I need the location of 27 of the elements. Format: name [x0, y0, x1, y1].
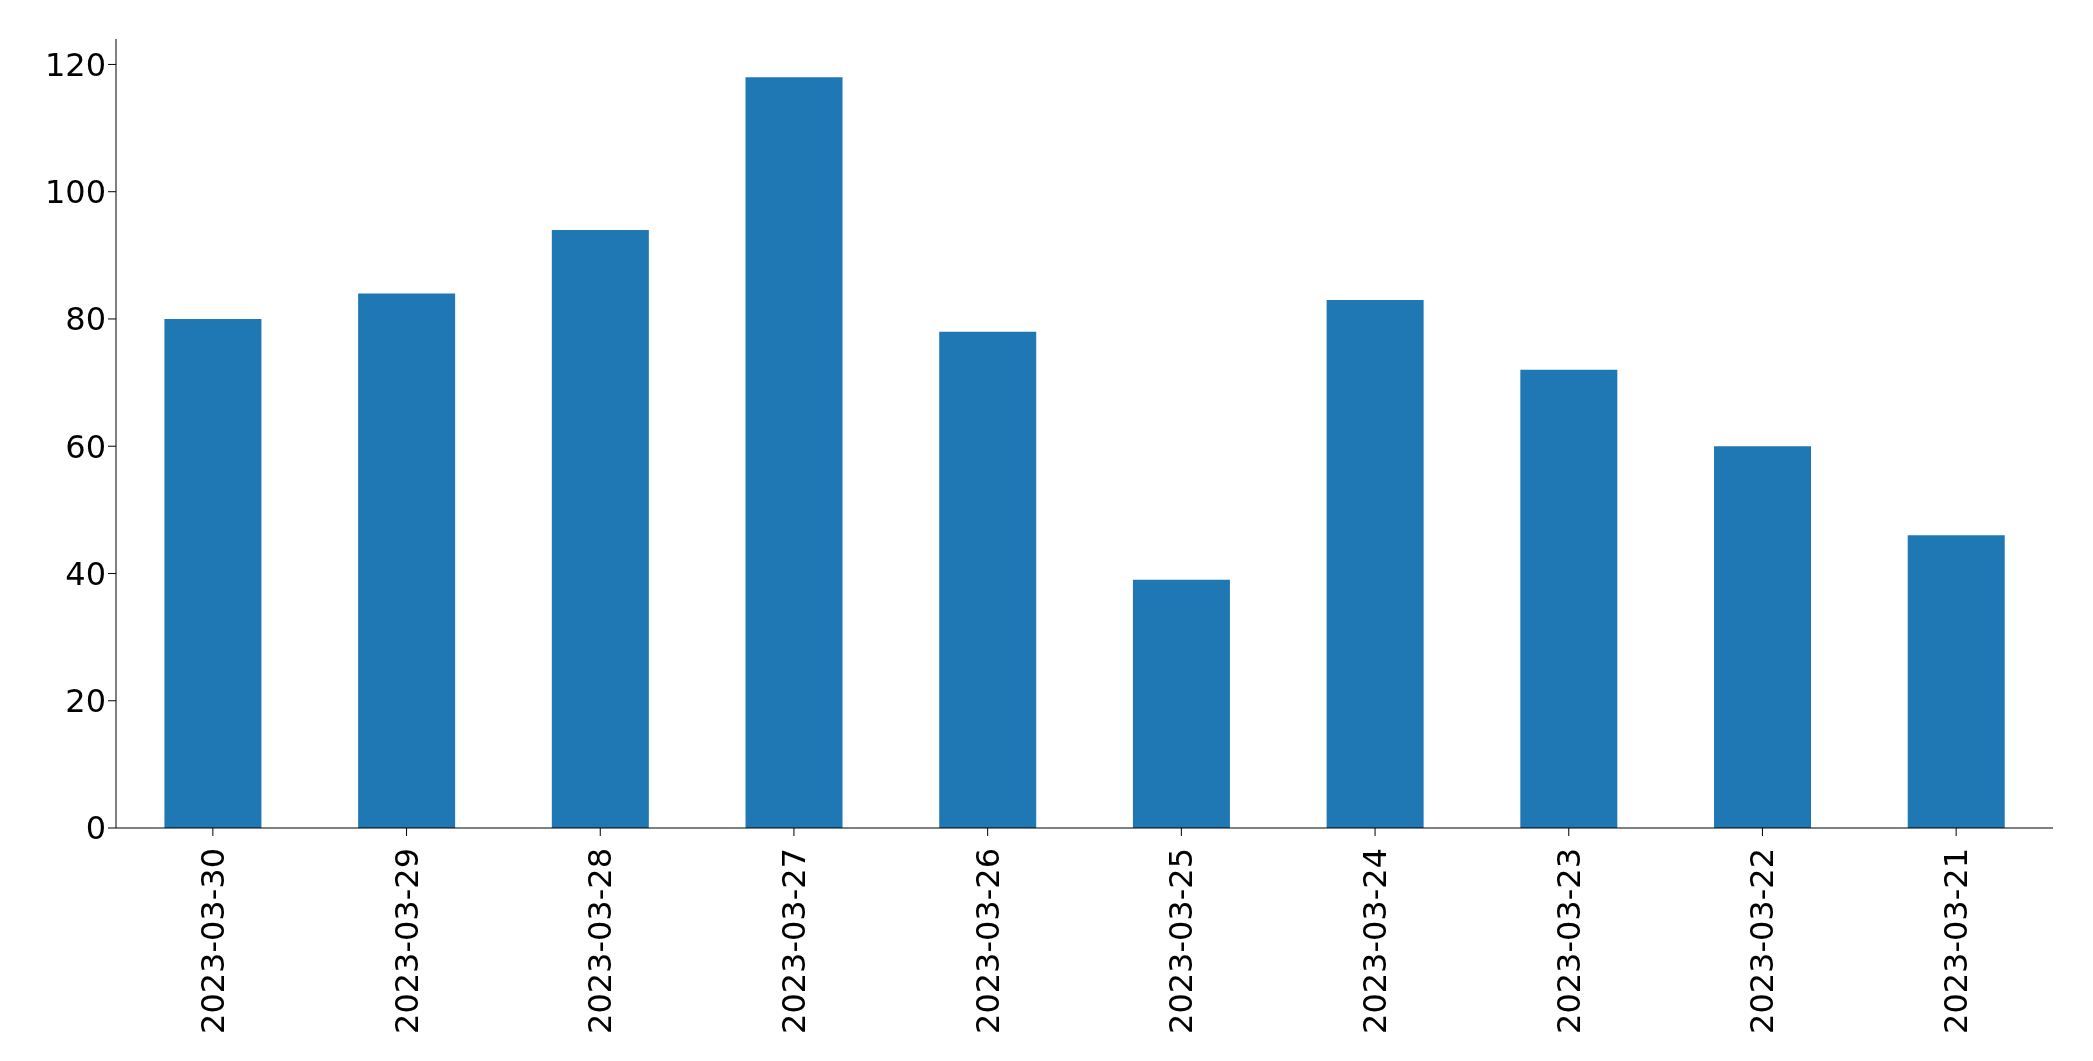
x-tick-label: 2023-03-29 [387, 848, 426, 1034]
x-tick-label: 2023-03-26 [968, 848, 1007, 1034]
bar [939, 331, 1037, 828]
x-tick-label: 2023-03-23 [1549, 848, 1588, 1034]
x-tick-label: 2023-03-25 [1162, 848, 1201, 1034]
bar [164, 318, 262, 828]
y-tick-label: 40 [65, 554, 106, 593]
bar [551, 229, 649, 828]
x-tick-label: 2023-03-22 [1743, 848, 1782, 1034]
bar [1326, 299, 1424, 828]
y-tick-label: 120 [44, 45, 106, 84]
y-tick-label: 20 [65, 682, 106, 721]
bar [1132, 579, 1230, 828]
bar [1714, 446, 1812, 828]
bar [1907, 535, 2005, 828]
x-tick-label: 2023-03-27 [774, 848, 813, 1034]
bar [358, 293, 456, 828]
x-tick-label: 2023-03-28 [581, 848, 620, 1034]
y-tick-label: 60 [65, 427, 106, 466]
y-tick-label: 0 [85, 809, 106, 848]
bar [745, 77, 843, 828]
y-tick-label: 80 [65, 300, 106, 339]
bar [1520, 369, 1618, 828]
x-tick-label: 2023-03-24 [1356, 848, 1395, 1034]
x-tick-label: 2023-03-21 [1937, 848, 1976, 1034]
y-tick-label: 100 [44, 173, 106, 212]
x-tick-label: 2023-03-30 [193, 848, 232, 1034]
